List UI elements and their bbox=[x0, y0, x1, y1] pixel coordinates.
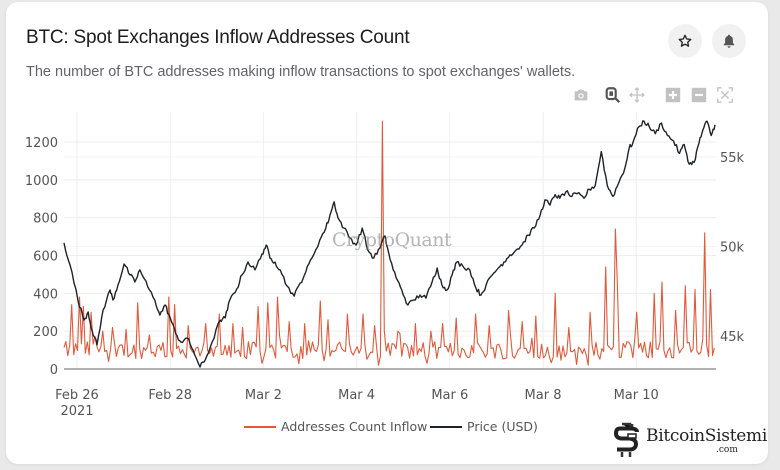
inflow-line bbox=[63, 120, 715, 366]
y-left-tick-label: 1200 bbox=[25, 136, 58, 151]
y-left-tick-label: 0 bbox=[50, 363, 58, 378]
x-tick-label: Feb 28 bbox=[148, 388, 192, 403]
x-tick-sublabel: 2021 bbox=[60, 404, 93, 419]
brand-name: BitcoinSistemi bbox=[646, 426, 767, 446]
alert-button[interactable] bbox=[712, 24, 746, 58]
y-left-tick-label: 800 bbox=[33, 212, 58, 227]
pan-icon[interactable] bbox=[628, 86, 646, 104]
x-tick-label: Mar 2 bbox=[245, 388, 282, 403]
brand-suffix: .com bbox=[716, 445, 738, 455]
x-tick-label: Mar 6 bbox=[431, 388, 468, 403]
zoom-out-icon[interactable] bbox=[690, 86, 708, 104]
y-right-tick-label: 45k bbox=[720, 330, 745, 345]
bell-icon bbox=[723, 34, 735, 48]
inflow-series bbox=[63, 120, 715, 366]
chart-subtitle: The number of BTC addresses making inflo… bbox=[26, 64, 576, 80]
x-tick-label: Mar 4 bbox=[338, 388, 375, 403]
legend: Addresses Count Inflow Price (USD) bbox=[244, 419, 538, 434]
axes: 0 200 400 600 800 1000 1200 45k 50k 55k Feb 262021… bbox=[25, 136, 745, 419]
y-left-tick-label: 600 bbox=[33, 250, 58, 265]
favorite-button[interactable] bbox=[668, 24, 702, 58]
y-left-tick-label: 1000 bbox=[25, 174, 58, 189]
y-right-tick-label: 55k bbox=[720, 151, 745, 166]
camera-icon[interactable] bbox=[572, 86, 590, 104]
legend-label-inflow[interactable]: Addresses Count Inflow bbox=[281, 419, 427, 434]
y-left-tick-label: 200 bbox=[33, 325, 58, 340]
zoom-icon[interactable] bbox=[604, 86, 622, 104]
price-series bbox=[63, 120, 716, 368]
chart-card bbox=[6, 2, 768, 464]
bitcoin-s-logo-icon bbox=[613, 422, 639, 457]
chart-title: BTC: Spot Exchanges Inflow Addresses Cou… bbox=[26, 27, 410, 48]
x-tick-label: Mar 10 bbox=[614, 388, 659, 403]
star-icon bbox=[678, 34, 692, 47]
legend-label-price[interactable]: Price (USD) bbox=[467, 419, 538, 434]
zoom-in-icon[interactable] bbox=[664, 86, 682, 104]
x-tick-label: Feb 26 bbox=[55, 388, 99, 403]
price-line bbox=[63, 120, 716, 368]
y-right-tick-label: 50k bbox=[720, 241, 745, 256]
autoscale-icon[interactable] bbox=[716, 86, 734, 104]
bitcoinsistemi-logo: BitcoinSistemi .com bbox=[612, 420, 772, 462]
y-left-tick-label: 400 bbox=[33, 287, 58, 302]
x-tick-label: Mar 8 bbox=[525, 388, 562, 403]
